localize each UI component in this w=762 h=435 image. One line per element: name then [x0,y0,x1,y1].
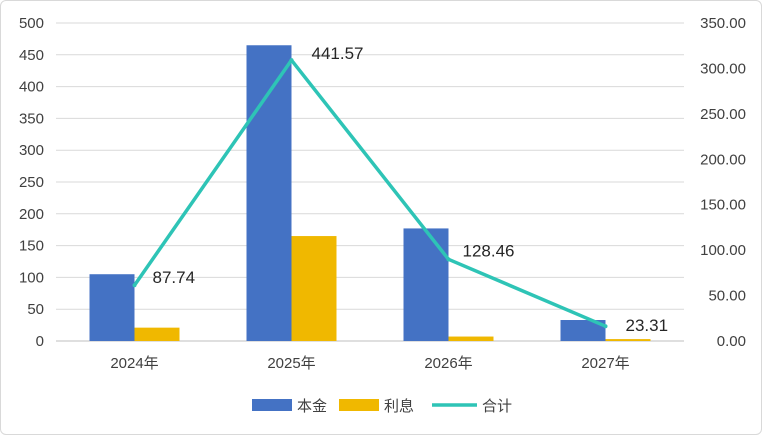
legend-label: 本金 [297,398,327,415]
right-axis-tick-label: 350.00 [700,15,746,32]
left-axis-tick-label: 250 [19,174,44,191]
category-label: 2025年 [267,355,315,372]
left-axis-tick-label: 0 [36,333,44,350]
legend-swatch [252,399,292,411]
line-total-point [289,58,294,63]
bar-interest [448,336,494,341]
category-label: 2027年 [581,355,629,372]
category-label: 2024年 [110,355,158,372]
line-data-label: 87.74 [153,268,196,287]
right-axis-tick-label: 150.00 [700,197,746,214]
left-axis-tick-label: 150 [19,238,44,255]
right-axis-tick-label: 0.00 [717,333,746,350]
bar-principal [560,320,606,341]
bar-interest [134,327,180,341]
line-total-point [603,324,608,329]
legend-label: 利息 [384,398,414,415]
bar-interest [605,339,651,341]
bar-principal [89,274,135,341]
legend-swatch [339,399,379,411]
left-axis-tick-label: 300 [19,142,44,159]
legend-label: 合计 [482,398,512,415]
left-axis-tick-label: 350 [19,110,44,127]
line-data-label: 441.57 [312,44,364,63]
left-axis-tick-label: 100 [19,269,44,286]
left-axis-tick-label: 500 [19,15,44,32]
left-axis-tick-label: 200 [19,206,44,223]
bar-interest [291,236,337,341]
right-axis-tick-label: 300.00 [700,60,746,77]
right-axis-tick-label: 100.00 [700,242,746,259]
left-axis-tick-label: 50 [27,301,44,318]
right-axis-tick-label: 250.00 [700,106,746,123]
line-data-label: 23.31 [626,316,669,335]
bar-principal [403,228,449,341]
left-axis-tick-label: 400 [19,79,44,96]
line-total [132,58,608,328]
line-total-point [446,257,451,262]
right-axis-tick-label: 50.00 [708,288,746,305]
right-axis-tick-label: 200.00 [700,151,746,168]
category-label: 2026年 [424,355,472,372]
left-axis-tick-label: 450 [19,47,44,64]
line-total-point [132,283,137,288]
line-data-label: 128.46 [463,241,515,260]
